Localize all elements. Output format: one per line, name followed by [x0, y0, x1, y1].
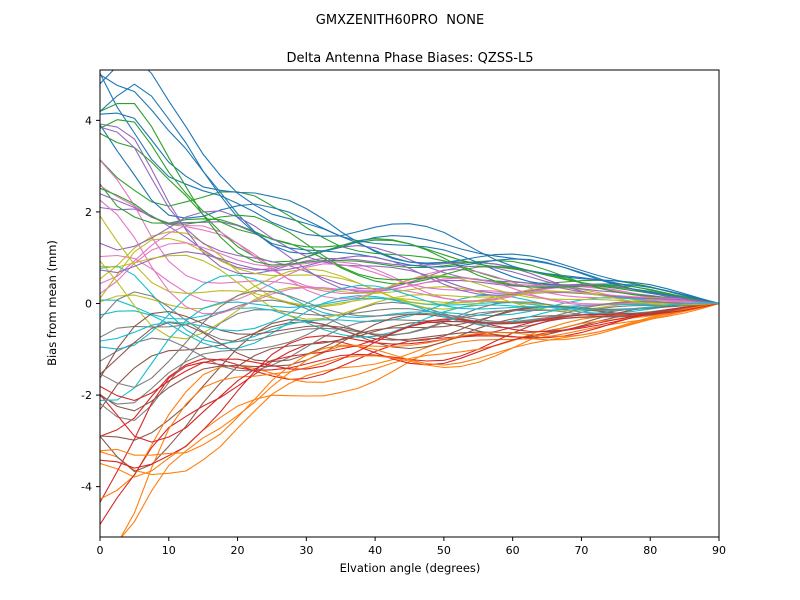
- series-line: [100, 102, 719, 305]
- series-line: [100, 302, 719, 478]
- x-tick-label: 0: [97, 544, 104, 557]
- series-line: [100, 74, 719, 305]
- series-line: [100, 112, 719, 305]
- series-line: [100, 210, 719, 305]
- series-line: [100, 185, 719, 305]
- series-line: [100, 302, 719, 476]
- y-tick-label: 2: [85, 206, 92, 219]
- x-tick-label: 50: [437, 544, 451, 557]
- y-tick-label: 0: [85, 298, 92, 311]
- series-line: [100, 242, 719, 305]
- series-line: [100, 124, 719, 305]
- y-tick-label: -2: [81, 389, 92, 402]
- series-lines: [100, 70, 719, 537]
- x-tick-label: 10: [162, 544, 176, 557]
- series-line: [120, 302, 719, 537]
- series-line: [100, 284, 719, 342]
- y-tick-label: -4: [81, 481, 92, 494]
- series-line: [100, 302, 719, 422]
- x-tick-label: 70: [574, 544, 588, 557]
- x-tick-label: 20: [231, 544, 245, 557]
- series-line: [100, 290, 719, 388]
- x-tick-label: 90: [712, 544, 726, 557]
- series-line: [100, 251, 719, 305]
- x-tick-label: 80: [643, 544, 657, 557]
- series-line: [120, 302, 719, 537]
- chart-subtitle: Delta Antenna Phase Biases: QZSS-L5: [287, 51, 534, 66]
- series-line: [100, 302, 719, 412]
- series-line: [100, 302, 719, 411]
- series-line: [100, 187, 719, 305]
- series-line: [100, 199, 719, 315]
- series-line: [100, 70, 719, 305]
- series-line: [100, 302, 719, 379]
- series-line: [100, 302, 719, 469]
- series-line: [100, 123, 719, 305]
- series-line: [100, 73, 719, 305]
- x-axis-label: Elvation angle (degrees): [340, 561, 481, 575]
- y-axis-label: Bias from mean (mm): [45, 240, 59, 366]
- series-line: [100, 302, 719, 372]
- series-line: [100, 274, 719, 350]
- x-tick-label: 60: [506, 544, 520, 557]
- series-line: [100, 119, 719, 305]
- x-tick-label: 40: [368, 544, 382, 557]
- y-tick-label: 4: [85, 114, 92, 127]
- series-line: [100, 302, 719, 375]
- axes: 0 10 20 30 40 50 60 70 80 90 -4 -2 0 2 4: [81, 69, 726, 557]
- series-line: [100, 302, 719, 525]
- chart-title: GMXZENITH60PRO NONE: [316, 13, 484, 28]
- x-tick-label: 30: [299, 544, 313, 557]
- series-line: [100, 224, 719, 305]
- series-line: [100, 302, 719, 456]
- series-line: [100, 302, 719, 402]
